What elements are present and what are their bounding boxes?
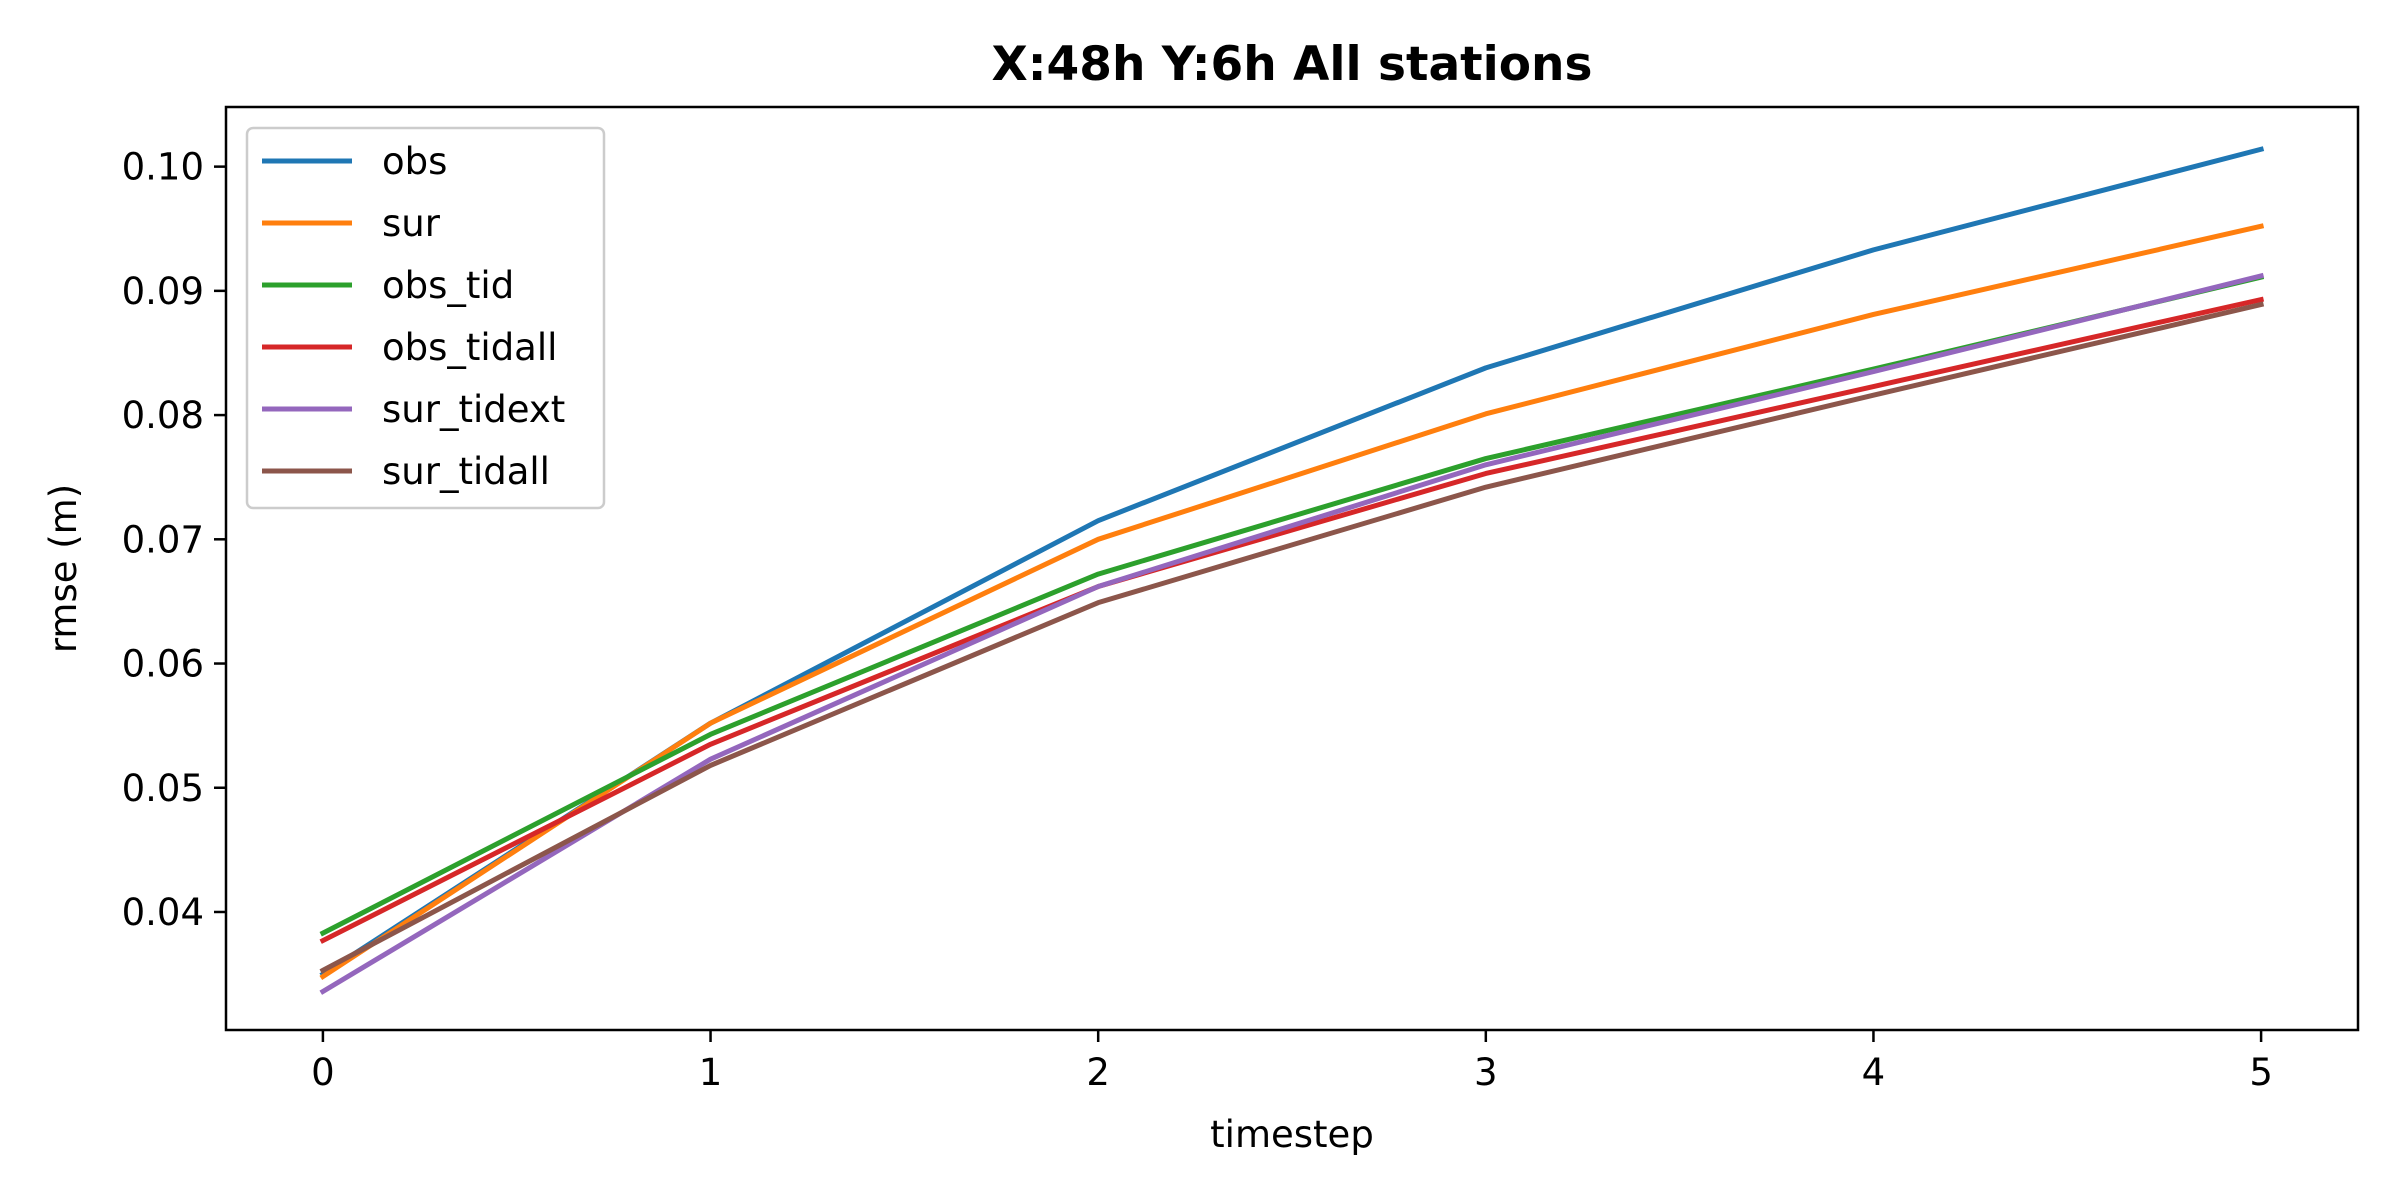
y-axis-title: rmse (m) <box>42 484 85 653</box>
axis-ticks: 0 1 2 3 4 5 0.04 0.05 0.06 0.07 0.08 0.09 0.10 <box>122 146 2273 1094</box>
y-tick-label: 0.08 <box>122 394 204 437</box>
y-tick-label: 0.07 <box>122 518 204 561</box>
y-tick-label: 0.04 <box>122 891 204 934</box>
legend-label-sur_tidext: sur_tidext <box>382 388 565 431</box>
x-tick-label: 0 <box>311 1051 335 1094</box>
series-line-obs <box>319 146 2265 978</box>
legend: obs sur obs_tid obs_tidall sur_tidext sur_tid… <box>245 126 606 510</box>
legend-label-obs_tid: obs_tid <box>382 264 514 307</box>
plot-frame <box>224 105 2360 1032</box>
y-tick-label: 0.09 <box>122 270 204 313</box>
series-line-sur_tidext <box>319 272 2265 995</box>
x-tick-label: 1 <box>699 1051 723 1094</box>
legend-label-obs: obs <box>382 140 447 183</box>
y-tick-label: 0.05 <box>122 767 204 810</box>
series-line-sur_tidall <box>319 301 2265 974</box>
x-tick-label: 4 <box>1862 1051 1886 1094</box>
y-tick-label: 0.06 <box>122 643 204 686</box>
x-tick-label: 5 <box>2249 1051 2273 1094</box>
chart-title: X:48h Y:6h All stations <box>992 37 1593 92</box>
plot-layer <box>319 146 2265 995</box>
legend-label-sur: sur <box>382 202 441 245</box>
legend-label-obs_tidall: obs_tidall <box>382 326 557 369</box>
series-line-sur <box>319 223 2265 981</box>
x-tick-label: 3 <box>1474 1051 1498 1094</box>
x-tick-label: 2 <box>1086 1051 1110 1094</box>
x-axis-title: timestep <box>1210 1113 1374 1156</box>
legend-label-sur_tidall: sur_tidall <box>382 450 550 493</box>
series-line-obs_tid <box>319 274 2265 937</box>
series-line-obs_tidall <box>319 296 2265 944</box>
y-tick-label: 0.10 <box>122 146 204 189</box>
